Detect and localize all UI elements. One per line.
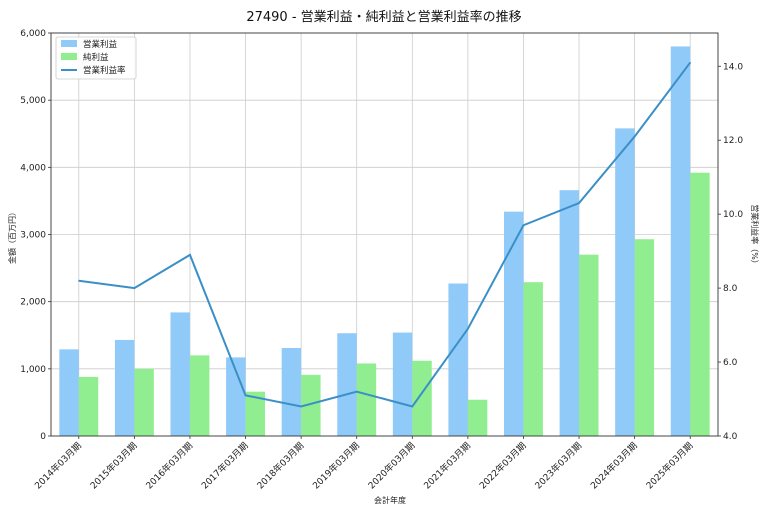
y-tick-label-left: 1,000 [20, 365, 46, 375]
bar-net-profit [579, 254, 599, 436]
point-operating-margin [634, 135, 636, 138]
point-operating-margin [411, 405, 413, 408]
y-tick-label-right: 12.0 [723, 136, 743, 146]
bar-net-profit [356, 363, 377, 436]
point-operating-margin [133, 287, 135, 289]
x-tick-label: 2025年03月期 [643, 440, 695, 492]
bar-operating-profit [448, 283, 468, 436]
legend-item-net-profit-swatch [61, 53, 77, 60]
bar-operating-profit [392, 332, 413, 436]
bar-net-profit [189, 355, 210, 436]
bar-net-profit [78, 376, 99, 436]
bar-operating-profit [281, 348, 302, 436]
bar-net-profit [301, 374, 321, 436]
point-operating-margin [689, 61, 691, 64]
point-operating-margin [244, 394, 247, 396]
legend-item-operating-profit-swatch [61, 40, 77, 47]
legend-item-operating-margin: 営業利益率 [83, 65, 126, 76]
point-operating-margin [522, 224, 525, 226]
point-operating-margin [300, 405, 302, 408]
bar-operating-profit [170, 312, 190, 436]
y-tick-label-left: 5,000 [20, 96, 46, 106]
x-ticks: 2014年03月期 2015年03月期 2016年03月期 2017年03月期 2018… [32, 436, 695, 492]
y-tick-label-right: 10.0 [723, 210, 743, 220]
bar-net-profit [467, 399, 488, 436]
x-tick-label: 2021年03月期 [421, 440, 473, 492]
legend-item-operating-profit: 営業利益 [83, 39, 118, 50]
bar-net-profit [245, 391, 265, 436]
bar-operating-profit [114, 339, 135, 436]
bar-operating-profit [615, 128, 635, 437]
bar-operating-profit [504, 211, 524, 436]
x-tick-label: 2024年03月期 [588, 440, 640, 492]
bar-net-profit [634, 239, 655, 436]
legend-item-net-profit: 純利益 [83, 52, 109, 63]
x-tick-label: 2023年03月期 [532, 440, 584, 492]
bar-operating-profit [670, 46, 691, 436]
y-axis-label-right: 営業利益率（%） [750, 204, 760, 268]
bar-net-profit [690, 172, 710, 436]
legend-box [55, 36, 137, 80]
point-operating-margin [78, 280, 80, 282]
y-tick-label-left: 0 [40, 432, 46, 442]
x-axis-label: 会計年度 [374, 495, 406, 505]
bar-net-profit [134, 368, 154, 436]
point-operating-margin [578, 202, 580, 204]
y-tick-label-left: 6,000 [20, 29, 46, 39]
y-tick-label-left: 2,000 [20, 298, 46, 308]
chart-title: 27490 - 営業利益・純利益と営業利益率の推移 [246, 9, 521, 25]
y-tick-label-right: 4.0 [723, 432, 738, 442]
x-tick-label: 2022年03月期 [477, 440, 529, 492]
line-operating-margin [78, 61, 692, 408]
bar-net-profit [523, 282, 543, 436]
point-operating-margin [356, 391, 358, 393]
x-tick-label: 2019年03月期 [310, 440, 362, 492]
point-operating-margin [467, 328, 469, 330]
line-group [78, 61, 692, 408]
bar-net-profit [412, 360, 432, 436]
y-axis-label-left: 金額（百万円） [7, 208, 17, 264]
x-tick-label: 2018年03月期 [254, 440, 306, 492]
bar-operating-profit [337, 333, 357, 436]
x-tick-label: 2015年03月期 [88, 440, 140, 492]
x-tick-label: 2014年03月期 [32, 440, 84, 492]
y-ticks-left: 0 1,000 2,000 3,000 4,000 5,000 6,000 [20, 29, 51, 442]
y-tick-label-right: 14.0 [723, 62, 743, 72]
y-tick-label-right: 8.0 [723, 284, 738, 294]
bar-group [59, 46, 710, 437]
bar-operating-profit [226, 357, 246, 436]
y-ticks-right: 4.0 6.0 8.0 10.0 12.0 14.0 [718, 62, 743, 442]
y-tick-label-left: 3,000 [20, 231, 46, 241]
point-operating-margin [189, 254, 191, 256]
x-tick-label: 2017年03月期 [199, 440, 251, 492]
bar-operating-profit [559, 190, 580, 436]
x-tick-label: 2020年03月期 [366, 440, 418, 492]
y-tick-label-left: 4,000 [20, 163, 46, 173]
bar-operating-profit [59, 349, 79, 436]
x-tick-label: 2016年03月期 [143, 440, 195, 492]
y-tick-label-right: 6.0 [723, 358, 738, 368]
